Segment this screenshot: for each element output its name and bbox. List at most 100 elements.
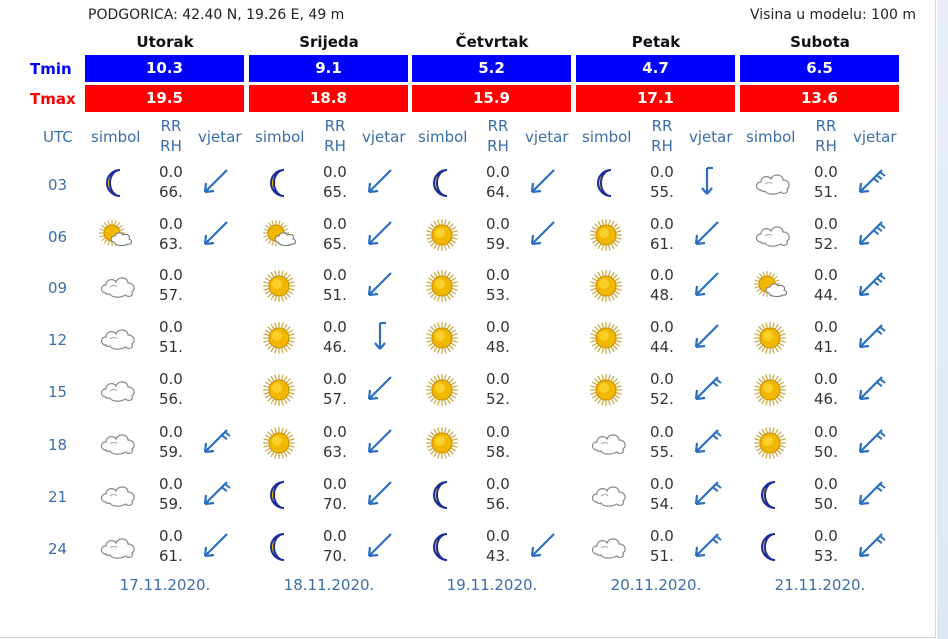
rr-value: 0.0 — [814, 423, 838, 441]
rh-value: 53. — [486, 286, 510, 304]
rh-value: 51. — [650, 547, 674, 565]
tmax-value: 19.5 — [85, 85, 244, 112]
rr-value: 0.0 — [650, 423, 674, 441]
arrow-s-icon — [363, 319, 397, 353]
sun-icon — [262, 269, 296, 303]
rr-value: 0.0 — [486, 163, 510, 181]
cloud-icon — [753, 218, 790, 252]
rh-value: 59. — [159, 495, 183, 513]
simbol-header: simbol — [418, 128, 468, 146]
rr-value: 0.0 — [486, 266, 510, 284]
rh-value: 63. — [323, 443, 347, 461]
rh-value: 51. — [159, 338, 183, 356]
arrow-sw-icon — [690, 319, 724, 353]
utc-hour-label: 12 — [48, 331, 68, 349]
rh-value: 48. — [650, 286, 674, 304]
day-name: Petak — [631, 33, 681, 51]
arrow-sw-icon — [363, 528, 397, 562]
page-background-strip — [937, 0, 948, 639]
rr-value: 0.0 — [323, 318, 347, 336]
utc-hour-label: 24 — [48, 540, 68, 558]
rh-value: 65. — [323, 183, 347, 201]
rh-value: 70. — [323, 547, 347, 565]
rr-value: 0.0 — [323, 370, 347, 388]
moon-icon — [425, 530, 459, 564]
rh-value: 46. — [814, 390, 838, 408]
simbol-header: simbol — [91, 128, 141, 146]
barb2-sw-icon — [854, 216, 888, 250]
barb2-sw-icon — [854, 267, 888, 301]
arrow-sw-icon — [526, 216, 560, 250]
rh-value: 59. — [159, 443, 183, 461]
forecast-date: 19.11.2020. — [446, 576, 538, 594]
rh-value: 70. — [323, 495, 347, 513]
forecast-date: 21.11.2020. — [774, 576, 866, 594]
model-height: Visina u modelu: 100 m — [749, 7, 916, 23]
sun-icon — [425, 269, 459, 303]
rr-value: 0.0 — [814, 527, 838, 545]
rh-header: RH — [160, 137, 182, 155]
rr-value: 0.0 — [323, 215, 347, 233]
tmax-value: 13.6 — [740, 85, 899, 112]
barb-sw-icon — [854, 424, 888, 458]
sun-icon — [425, 321, 459, 355]
forecast-date: 18.11.2020. — [283, 576, 375, 594]
rh-value: 56. — [486, 495, 510, 513]
tmin-value: 6.5 — [740, 55, 899, 82]
utc-hour-label: 21 — [48, 488, 68, 506]
rh-value: 48. — [486, 338, 510, 356]
day-name: Utorak — [136, 33, 194, 51]
arrow-sw-icon — [199, 216, 233, 250]
rh-value: 44. — [650, 338, 674, 356]
rr-value: 0.0 — [814, 266, 838, 284]
tmin-value: 9.1 — [249, 55, 408, 82]
forecast-date: 17.11.2020. — [119, 576, 211, 594]
moon-icon — [262, 478, 296, 512]
rh-header: RH — [651, 137, 673, 155]
moon-icon — [98, 166, 132, 200]
rh-value: 59. — [486, 235, 510, 253]
utc-hour-label: 03 — [48, 176, 68, 194]
rr-header: RR — [160, 117, 182, 135]
rh-value: 61. — [650, 235, 674, 253]
rh-value: 57. — [159, 286, 183, 304]
tmax-value: 15.9 — [412, 85, 571, 112]
simbol-header: simbol — [255, 128, 305, 146]
tmax-value: 17.1 — [576, 85, 735, 112]
utc-hour-label: 15 — [48, 383, 68, 401]
rh-value: 43. — [486, 547, 510, 565]
rh-value: 64. — [486, 183, 510, 201]
rr-value: 0.0 — [650, 215, 674, 233]
rh-value: 51. — [814, 183, 838, 201]
cloud-icon — [98, 269, 135, 303]
rr-value: 0.0 — [486, 370, 510, 388]
rr-value: 0.0 — [814, 163, 838, 181]
arrow-sw-icon — [199, 164, 233, 198]
moon-icon — [262, 166, 296, 200]
sun-icon — [425, 373, 459, 407]
arrow-sw-icon — [363, 476, 397, 510]
cloud-icon — [753, 166, 790, 200]
moon-icon — [262, 530, 296, 564]
rr-value: 0.0 — [323, 266, 347, 284]
sun-icon — [262, 373, 296, 407]
rh-value: 50. — [814, 495, 838, 513]
barb-sw-icon — [690, 424, 724, 458]
vjetar-header: vjetar — [853, 128, 897, 146]
rr-value: 0.0 — [650, 163, 674, 181]
rh-value: 53. — [814, 547, 838, 565]
barb-sw-icon — [690, 528, 724, 562]
moon-icon — [425, 478, 459, 512]
rh-value: 52. — [650, 390, 674, 408]
rr-header: RR — [815, 117, 837, 135]
rh-header: RH — [487, 137, 509, 155]
arrow-sw-icon — [199, 528, 233, 562]
arrow-sw-icon — [690, 216, 724, 250]
cloud-icon — [589, 426, 626, 460]
rr-value: 0.0 — [486, 475, 510, 493]
barb-sw-icon — [199, 476, 233, 510]
day-name: Subota — [790, 33, 850, 51]
sun-icon — [425, 426, 459, 460]
arrow-sw-icon — [363, 267, 397, 301]
sun-icon — [753, 373, 787, 407]
